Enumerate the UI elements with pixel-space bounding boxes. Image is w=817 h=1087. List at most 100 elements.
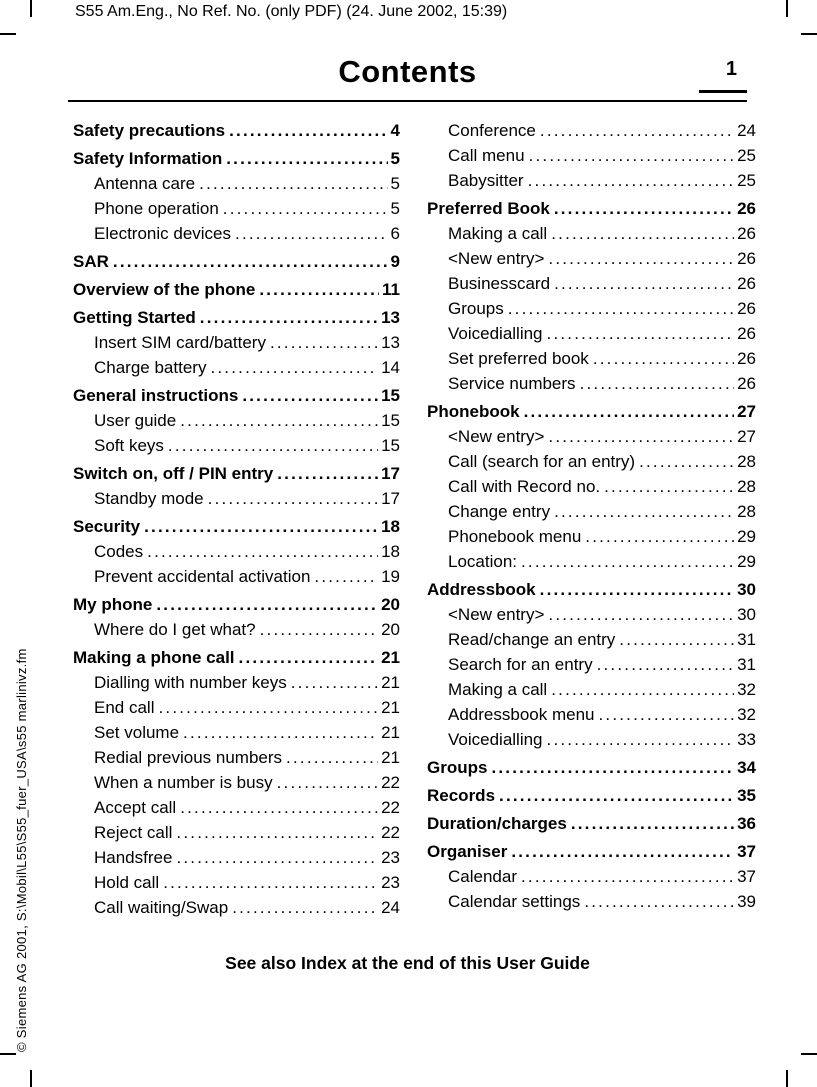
crop-mark-top-left bbox=[30, 0, 32, 17]
toc-entry-page: 4 bbox=[390, 121, 400, 140]
crop-mark-left-bottom bbox=[0, 1053, 16, 1055]
toc-leader-dots bbox=[314, 564, 378, 589]
toc-entry-label: <New entry> bbox=[448, 605, 545, 624]
table-of-contents: Safety precautions4Safety Information5An… bbox=[73, 118, 756, 920]
toc-entry-label: Phonebook menu bbox=[448, 527, 582, 546]
toc-entry: Voicedialling 26 bbox=[427, 321, 756, 346]
toc-leader-dots bbox=[144, 514, 378, 539]
toc-entry: Set preferred book 26 bbox=[427, 346, 756, 371]
toc-entry-label: Switch on, off / PIN entry bbox=[73, 464, 274, 483]
toc-entry-label: Charge battery bbox=[94, 358, 207, 377]
toc-entry-label: Accept call bbox=[94, 798, 177, 817]
toc-entry-label: End call bbox=[94, 698, 155, 717]
toc-leader-dots bbox=[147, 539, 378, 564]
toc-entry-page: 26 bbox=[737, 249, 756, 268]
toc-entry: Search for an entry 31 bbox=[427, 652, 756, 677]
toc-entry: Call (search for an entry) 28 bbox=[427, 449, 756, 474]
toc-entry-label: Groups bbox=[427, 758, 488, 777]
toc-leader-dots bbox=[491, 755, 734, 780]
toc-entry-label: Babysitter bbox=[448, 171, 524, 190]
toc-leader-dots bbox=[540, 118, 734, 143]
toc-entry: Standby mode 17 bbox=[73, 486, 400, 511]
toc-entry: Overview of the phone 11 bbox=[73, 277, 400, 302]
toc-entry-page: 21 bbox=[381, 723, 400, 742]
toc-entry-page: 19 bbox=[381, 567, 400, 586]
toc-leader-dots bbox=[604, 474, 734, 499]
toc-leader-dots bbox=[176, 820, 378, 845]
toc-entry-page: 31 bbox=[737, 630, 756, 649]
crop-mark-right-top bbox=[801, 33, 817, 35]
toc-entry-page: 27 bbox=[737, 427, 756, 446]
toc-entry-label: Codes bbox=[94, 542, 144, 561]
toc-leader-dots bbox=[585, 524, 734, 549]
toc-leader-dots bbox=[508, 296, 734, 321]
toc-leader-dots bbox=[208, 486, 378, 511]
toc-entry: Making a phone call 21 bbox=[73, 645, 400, 670]
toc-leader-dots bbox=[499, 783, 734, 808]
toc-entry-page: 22 bbox=[381, 773, 400, 792]
toc-entry-label: Search for an entry bbox=[448, 655, 593, 674]
toc-entry-page: 22 bbox=[381, 823, 400, 842]
toc-entry-label: Service numbers bbox=[448, 374, 576, 393]
toc-entry-label: Phonebook bbox=[427, 402, 520, 421]
toc-entry-label: Safety Information bbox=[73, 149, 223, 168]
toc-entry-label: When a number is busy bbox=[94, 773, 273, 792]
toc-leader-dots bbox=[619, 627, 734, 652]
toc-leader-dots bbox=[548, 246, 734, 271]
toc-entry-page: 32 bbox=[737, 680, 756, 699]
toc-entry-label: Call waiting/Swap bbox=[94, 898, 229, 917]
crop-mark-left-top bbox=[0, 33, 16, 35]
toc-entry: Calendar settings 39 bbox=[427, 889, 756, 914]
toc-leader-dots bbox=[226, 146, 387, 171]
toc-entry: Soft keys 15 bbox=[73, 433, 400, 458]
toc-entry: Antenna care 5 bbox=[73, 171, 400, 196]
toc-entry-page: 20 bbox=[381, 595, 400, 614]
toc-entry: Redial previous numbers 21 bbox=[73, 745, 400, 770]
toc-entry-label: Overview of the phone bbox=[73, 280, 256, 299]
toc-entry: Hold call 23 bbox=[73, 870, 400, 895]
toc-entry-label: Organiser bbox=[427, 842, 508, 861]
toc-entry: Prevent accidental activation 19 bbox=[73, 564, 400, 589]
toc-leader-dots bbox=[597, 652, 735, 677]
toc-entry: <New entry> 27 bbox=[427, 424, 756, 449]
toc-leader-dots bbox=[277, 461, 378, 486]
toc-entry: Read/change an entry 31 bbox=[427, 627, 756, 652]
toc-leader-dots bbox=[158, 695, 378, 720]
toc-entry: Where do I get what? 20 bbox=[73, 617, 400, 642]
toc-entry-label: Voicedialling bbox=[448, 730, 543, 749]
toc-leader-dots bbox=[547, 727, 735, 752]
toc-entry: Groups 34 bbox=[427, 755, 756, 780]
toc-entry-label: Redial previous numbers bbox=[94, 748, 283, 767]
page-title: Contents bbox=[338, 54, 477, 89]
title-block: Contents 1 bbox=[68, 54, 747, 94]
toc-entry-page: 30 bbox=[737, 605, 756, 624]
toc-entry-page: 32 bbox=[737, 705, 756, 724]
toc-entry-page: 21 bbox=[381, 748, 400, 767]
toc-entry-page: 5 bbox=[390, 149, 400, 168]
toc-entry: Handsfree 23 bbox=[73, 845, 400, 870]
toc-entry-page: 24 bbox=[737, 121, 756, 140]
toc-entry-page: 36 bbox=[737, 814, 756, 833]
toc-entry-label: General instructions bbox=[73, 386, 239, 405]
toc-entry: Conference 24 bbox=[427, 118, 756, 143]
toc-entry-label: SAR bbox=[73, 252, 109, 271]
toc-leader-dots bbox=[571, 811, 734, 836]
toc-entry: End call 21 bbox=[73, 695, 400, 720]
toc-leader-dots bbox=[113, 249, 388, 274]
toc-leader-dots bbox=[176, 845, 378, 870]
toc-entry: Accept call 22 bbox=[73, 795, 400, 820]
toc-entry: Electronic devices 6 bbox=[73, 221, 400, 246]
toc-entry-page: 28 bbox=[737, 502, 756, 521]
toc-entry: Organiser 37 bbox=[427, 839, 756, 864]
toc-entry: Service numbers 26 bbox=[427, 371, 756, 396]
toc-entry-page: 13 bbox=[381, 333, 400, 352]
toc-leader-dots bbox=[168, 433, 378, 458]
toc-entry-page: 21 bbox=[381, 698, 400, 717]
toc-entry: Set volume 21 bbox=[73, 720, 400, 745]
toc-leader-dots bbox=[260, 617, 378, 642]
toc-entry-page: 26 bbox=[737, 349, 756, 368]
toc-entry-page: 15 bbox=[381, 411, 400, 430]
toc-entry-page: 28 bbox=[737, 452, 756, 471]
toc-entry-page: 29 bbox=[737, 527, 756, 546]
